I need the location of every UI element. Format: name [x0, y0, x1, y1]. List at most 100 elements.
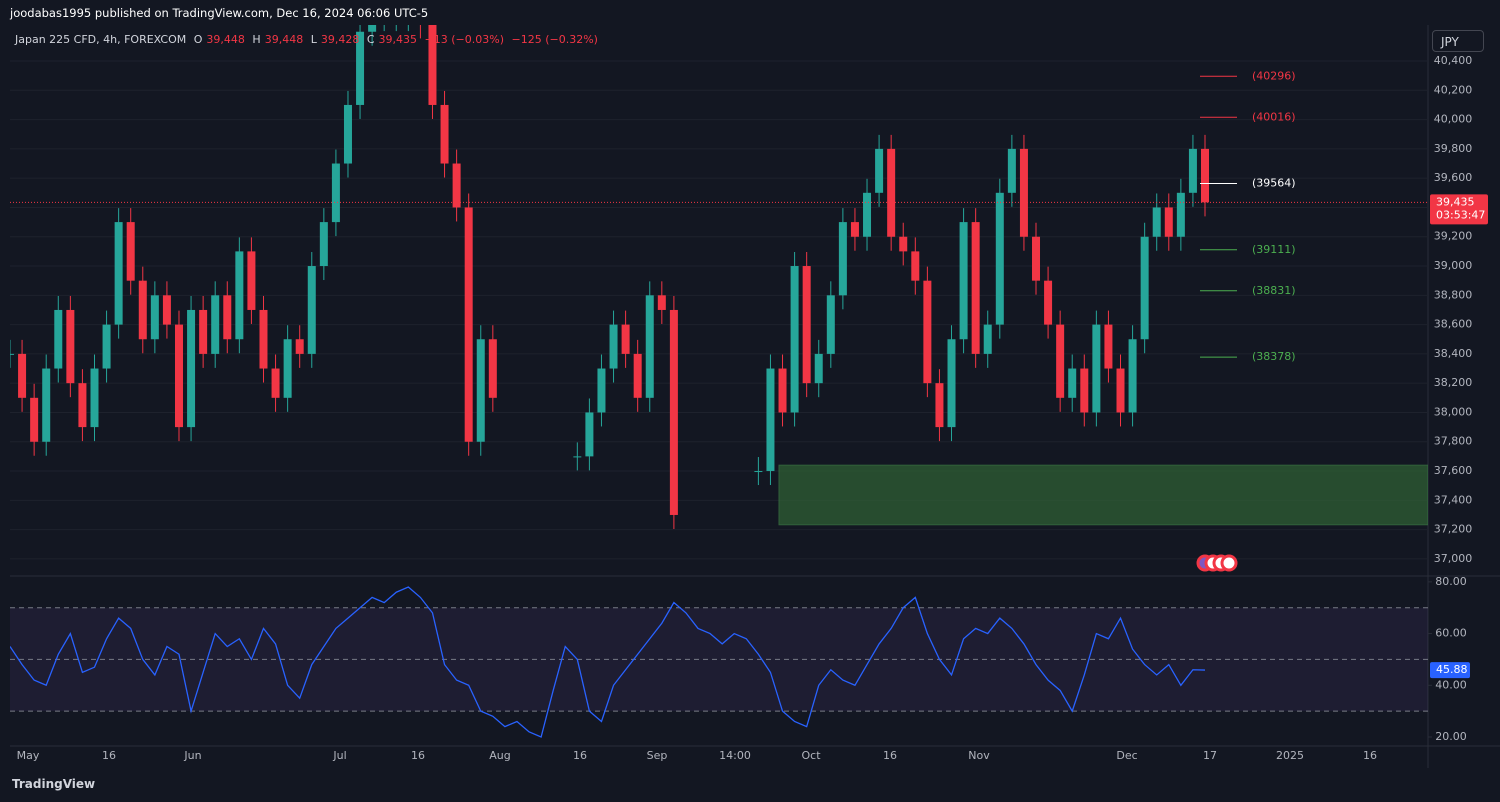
candle [1007, 148, 1016, 193]
legend: Japan 225 CFD, 4h, FOREXCOM O 39,448 H 39,… [15, 33, 602, 46]
candle [923, 280, 932, 384]
high: 39,448 [264, 33, 304, 46]
y-tick-label: 40,000 [1434, 113, 1473, 126]
candle [356, 31, 365, 105]
candle [295, 339, 304, 354]
x-tick-label: May [17, 749, 40, 762]
publish-header: joodabas1995 published on TradingView.co… [10, 6, 429, 20]
low: 39,428 [320, 33, 360, 46]
candle [488, 339, 497, 398]
rsi-tick-label: 40.00 [1435, 678, 1467, 691]
level-label: (38831) [1252, 284, 1296, 297]
candle [959, 222, 968, 340]
candle [911, 251, 920, 281]
level-label: (38378) [1252, 350, 1296, 363]
y-tick-label: 39,800 [1434, 142, 1473, 155]
demand-zone [778, 464, 1428, 526]
candle [1128, 339, 1137, 413]
candle [802, 266, 811, 384]
candle [18, 353, 27, 398]
candle [368, 25, 377, 32]
rsi-tick-label: 20.00 [1435, 730, 1467, 743]
candle [585, 412, 594, 457]
currency-button[interactable]: JPY [1432, 30, 1484, 52]
candle [621, 324, 630, 354]
candle [331, 163, 340, 223]
candle [10, 353, 14, 355]
candle [90, 368, 99, 428]
candle [199, 309, 208, 354]
candle [42, 368, 51, 442]
y-tick-label: 37,600 [1434, 464, 1473, 477]
y-tick-label: 39,000 [1434, 259, 1473, 272]
symbol: Japan 225 CFD, 4h, FOREXCOM [15, 33, 187, 46]
candle [428, 25, 437, 105]
x-tick-label: 16 [883, 749, 897, 762]
candle [778, 368, 787, 413]
rsi-plot [10, 586, 1206, 738]
y-tick-label: 37,000 [1434, 552, 1473, 565]
candle [995, 192, 1004, 325]
candle [826, 295, 835, 354]
close: 39,435 [378, 33, 418, 46]
candle [1140, 236, 1149, 340]
candle [1068, 368, 1077, 398]
y-tick-label: 38,600 [1434, 318, 1473, 331]
candle [1104, 324, 1113, 369]
candle [1164, 207, 1173, 237]
candle [319, 222, 328, 267]
y-tick-label: 39,200 [1434, 230, 1473, 243]
price-badge-value: 39,435 [1436, 195, 1475, 208]
x-tick-label: 17 [1203, 749, 1217, 762]
candle [30, 397, 39, 442]
candle [766, 368, 775, 472]
candle [211, 295, 220, 354]
candle [1019, 148, 1028, 237]
x-tick-label: 2025 [1276, 749, 1304, 762]
candle [814, 353, 823, 384]
candle [863, 192, 872, 237]
candle [1044, 280, 1053, 325]
candle [1116, 368, 1125, 413]
candle [875, 148, 884, 193]
level-label: (39111) [1252, 243, 1296, 256]
candle [259, 309, 268, 369]
candle [1152, 207, 1161, 237]
change-week: −125 (−0.32%) [511, 33, 598, 46]
candle [1056, 324, 1065, 398]
open: 39,448 [206, 33, 245, 46]
l-label: L [310, 33, 317, 46]
price-badge [1430, 194, 1488, 225]
level-label: (40296) [1252, 69, 1296, 82]
candle [223, 295, 232, 340]
candle [126, 222, 135, 281]
candle [573, 456, 582, 458]
x-tick-label: Dec [1116, 749, 1137, 762]
x-tick-label: Aug [489, 749, 510, 762]
candle [78, 383, 87, 428]
x-tick-label: 16 [573, 749, 587, 762]
x-tick-label: 14:00 [719, 749, 751, 762]
candle [1201, 148, 1209, 203]
candle [609, 324, 618, 369]
y-tick-label: 38,800 [1434, 288, 1473, 301]
candle [271, 368, 280, 398]
x-tick-label: Nov [968, 749, 990, 762]
candle [645, 295, 654, 398]
candle [657, 295, 666, 310]
candle [187, 309, 196, 428]
candle [307, 266, 316, 354]
o-label: O [193, 33, 203, 46]
y-tick-label: 38,200 [1434, 376, 1473, 389]
candle [54, 309, 63, 369]
y-tick-label: 38,400 [1434, 347, 1473, 360]
x-tick-label: 16 [411, 749, 425, 762]
candle [1092, 324, 1101, 413]
level-label: (40016) [1252, 110, 1296, 123]
candle [440, 104, 449, 164]
candle [669, 309, 678, 515]
candle [754, 471, 763, 473]
y-tick-label: 37,400 [1434, 493, 1473, 506]
candle [138, 280, 147, 340]
